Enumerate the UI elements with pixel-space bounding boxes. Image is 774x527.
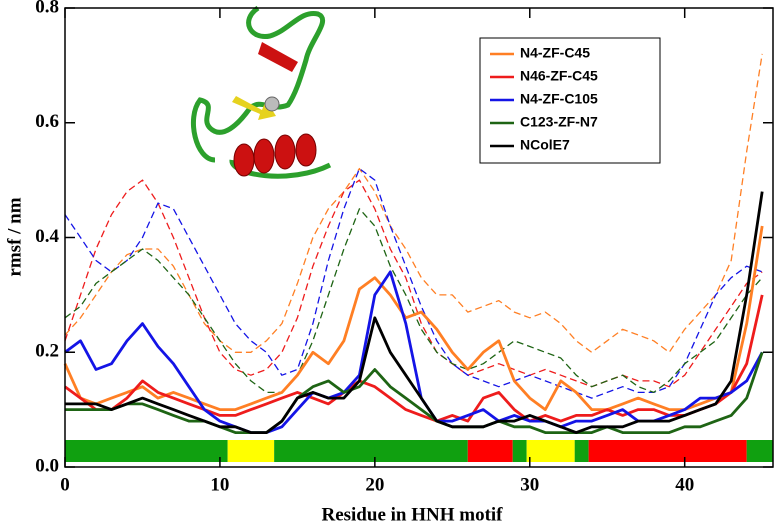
helix-turn xyxy=(233,143,255,177)
structure-segment xyxy=(588,440,747,462)
protein-coil xyxy=(229,159,332,179)
helix-turn xyxy=(295,133,317,167)
x-tick-label: 20 xyxy=(365,474,384,495)
series-line xyxy=(65,351,764,434)
x-tick-label: 30 xyxy=(520,474,539,495)
structure-segment xyxy=(526,440,575,462)
helix-turn xyxy=(253,138,275,174)
protein-helix xyxy=(233,133,317,177)
zinc-ion xyxy=(264,96,280,112)
structure-segment xyxy=(467,440,513,462)
structure-segment xyxy=(574,440,589,462)
structure-segment xyxy=(512,440,527,462)
structure-segment xyxy=(274,440,468,462)
legend-label: N4-ZF-C45 xyxy=(520,45,590,61)
structure-segment xyxy=(65,440,228,462)
series-line xyxy=(63,225,764,411)
protein-strand xyxy=(232,96,276,120)
y-tick-label: 0.2 xyxy=(35,341,59,362)
helix-turn xyxy=(274,134,296,170)
y-axis-label: rmsf / nm xyxy=(4,197,25,276)
y-tick-label: 0.8 xyxy=(35,0,59,17)
y-tick-label: 0.6 xyxy=(35,111,59,132)
legend-label: N4-ZF-C105 xyxy=(520,91,598,107)
x-axis-label: Residue in HNH motif xyxy=(321,504,503,525)
structure-segment xyxy=(227,440,275,462)
protein-strand xyxy=(258,42,298,72)
y-tick-label: 0.0 xyxy=(35,455,59,476)
series-line xyxy=(64,294,764,423)
dashed-line xyxy=(64,53,763,353)
x-tick-label: 10 xyxy=(210,474,229,495)
protein-structure xyxy=(190,5,332,179)
dashed-line xyxy=(64,208,763,394)
x-tick-label: 0 xyxy=(60,474,70,495)
legend-label: C123-ZF-N7 xyxy=(520,114,598,130)
structure-segment xyxy=(746,440,773,462)
protein-coil xyxy=(190,5,326,163)
dashed-line xyxy=(64,179,763,388)
x-tick-label: 40 xyxy=(675,474,694,495)
legend-label: NColE7 xyxy=(520,137,570,153)
legend-label: N46-ZF-C45 xyxy=(520,68,598,84)
y-tick-label: 0.4 xyxy=(35,226,59,247)
series-line xyxy=(65,191,764,434)
dashed-line xyxy=(64,167,763,399)
